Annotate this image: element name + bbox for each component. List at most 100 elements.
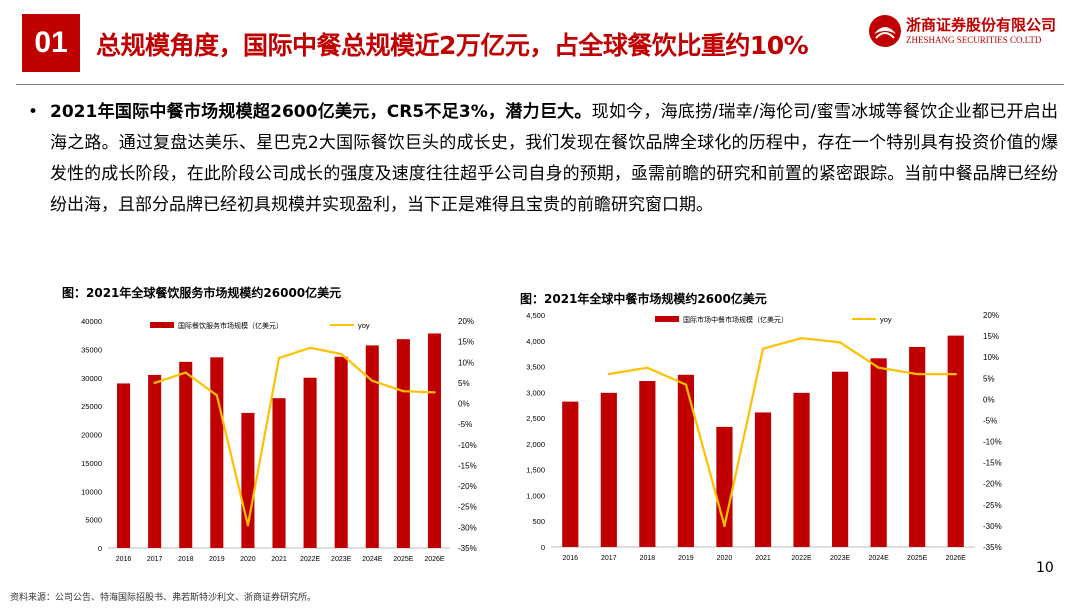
yoy-point-2026E bbox=[433, 391, 436, 394]
summary-text: 现如今，海底捞/瑞幸/海伦司/蜜雪冰城等餐饮企业都已开启出海之路。通过复盘达美乐… bbox=[50, 102, 1058, 215]
x-tick-label: 2017 bbox=[601, 555, 617, 562]
yoy-point-2022E bbox=[308, 346, 312, 350]
y-tick-label: 2,500 bbox=[526, 414, 545, 423]
y-tick-label: 10000 bbox=[81, 487, 102, 496]
y2-tick-label: -5% bbox=[458, 420, 472, 429]
y2-tick-label: 0% bbox=[983, 395, 995, 404]
yoy-point-2024E bbox=[371, 379, 374, 383]
x-tick-label: 2016 bbox=[562, 555, 578, 562]
y2-tick-label: -20% bbox=[983, 480, 1002, 489]
y2-tick-label: 15% bbox=[458, 338, 474, 347]
yoy-point-2017 bbox=[153, 381, 156, 385]
y-tick-label: 40000 bbox=[81, 317, 102, 326]
y-tick-label: 20000 bbox=[81, 431, 102, 440]
y2-tick-label: -25% bbox=[458, 503, 477, 512]
y-tick-label: 0 bbox=[98, 544, 102, 553]
x-tick-label: 2017 bbox=[147, 556, 163, 563]
y-tick-label: 35000 bbox=[81, 345, 102, 354]
legend-bar-label: 国际市场中餐市场规模（亿美元） bbox=[683, 315, 788, 324]
y2-tick-label: 5% bbox=[458, 379, 470, 388]
y2-tick-label: -15% bbox=[983, 459, 1002, 468]
bar-2026E bbox=[947, 335, 964, 547]
yoy-point-2019 bbox=[684, 383, 688, 386]
y-tick-label: 3,500 bbox=[526, 363, 545, 372]
summary-lead: 2021年国际中餐市场规模超2600亿美元，CR5不足3%，潜力巨大。 bbox=[50, 102, 592, 122]
legend-bar-swatch bbox=[150, 322, 174, 328]
bullet-marker: • bbox=[28, 102, 39, 122]
x-tick-label: 2019 bbox=[209, 556, 225, 563]
chart2-title: 图：2021年全球中餐市场规模约2600亿美元 bbox=[520, 292, 767, 306]
yoy-point-2021 bbox=[277, 356, 281, 360]
x-tick-label: 2022E bbox=[300, 556, 321, 563]
yoy-point-2024E bbox=[877, 366, 880, 369]
x-tick-label: 2018 bbox=[178, 556, 194, 563]
bar-2023E bbox=[334, 356, 348, 548]
legend-line-label: yoy bbox=[880, 315, 892, 324]
bar-2018 bbox=[179, 361, 193, 548]
yoy-point-2023E bbox=[339, 352, 343, 356]
bar-2025E bbox=[909, 346, 926, 547]
yoy-line bbox=[608, 337, 956, 528]
y2-tick-label: -20% bbox=[458, 482, 477, 491]
chart1-title: 图：2021年全球餐饮服务市场规模约26000亿美元 bbox=[62, 286, 342, 300]
y-tick-label: 15000 bbox=[81, 459, 102, 468]
yoy-point-2018 bbox=[646, 366, 649, 369]
source-note: 资料来源：公司公告、特海国际招股书、弗若斯特沙利文、浙商证券研究所。 bbox=[10, 593, 317, 603]
y-tick-label: 5000 bbox=[85, 516, 102, 525]
y2-tick-label: -15% bbox=[458, 461, 477, 470]
logo-chinese-name: 浙商证券股份有限公司 bbox=[906, 16, 1057, 34]
y2-tick-label: 20% bbox=[458, 317, 474, 326]
yoy-point-2026E bbox=[954, 372, 957, 376]
legend-bar-swatch bbox=[655, 316, 679, 322]
bar-2020 bbox=[716, 426, 733, 547]
y2-tick-label: -10% bbox=[458, 441, 477, 450]
yoy-point-2021 bbox=[761, 347, 765, 350]
yoy-point-2020 bbox=[723, 524, 726, 528]
x-tick-label: 2019 bbox=[678, 555, 694, 562]
y-tick-label: 4,000 bbox=[526, 337, 545, 346]
bar-2021 bbox=[754, 412, 772, 547]
yoy-point-2020 bbox=[246, 524, 250, 527]
y2-tick-label: 10% bbox=[458, 358, 474, 367]
y2-tick-label: -30% bbox=[983, 522, 1002, 531]
y2-tick-label: -10% bbox=[983, 438, 1002, 447]
page-number: 10 bbox=[1036, 560, 1054, 576]
legend-line-label: yoy bbox=[358, 321, 370, 330]
bar-2021 bbox=[272, 398, 286, 548]
y2-tick-label: 10% bbox=[983, 353, 999, 362]
bar-2024E bbox=[870, 358, 887, 547]
y2-tick-label: -35% bbox=[983, 543, 1002, 552]
y2-tick-label: -25% bbox=[983, 501, 1002, 510]
yoy-point-2019 bbox=[215, 394, 219, 397]
bar-2019 bbox=[677, 374, 695, 547]
header: 01 总规模角度，国际中餐总规模近2万亿元，占全球餐饮比重约10% 浙商证券股份… bbox=[0, 0, 1080, 86]
bar-2022E bbox=[303, 377, 317, 548]
bar-2024E bbox=[365, 345, 379, 548]
x-tick-label: 2023E bbox=[830, 555, 851, 562]
x-tick-label: 2020 bbox=[240, 556, 256, 563]
x-tick-label: 2026E bbox=[946, 555, 967, 562]
yoy-point-2017 bbox=[607, 372, 611, 376]
bar-2017 bbox=[600, 392, 617, 547]
x-tick-label: 2022E bbox=[791, 555, 812, 562]
y2-tick-label: 15% bbox=[983, 332, 999, 341]
yoy-point-2018 bbox=[184, 371, 187, 374]
y2-tick-label: 0% bbox=[458, 400, 470, 409]
x-tick-label: 2023E bbox=[331, 556, 352, 563]
y-tick-label: 30000 bbox=[81, 374, 102, 383]
x-tick-label: 2020 bbox=[717, 555, 733, 562]
y2-tick-label: -5% bbox=[983, 416, 997, 425]
x-tick-label: 2025E bbox=[393, 556, 414, 563]
bar-2016 bbox=[562, 401, 579, 547]
y2-tick-label: -30% bbox=[458, 523, 477, 532]
x-tick-label: 2018 bbox=[640, 555, 656, 562]
yoy-point-2025E bbox=[402, 389, 405, 393]
bar-2022E bbox=[793, 392, 810, 547]
summary-paragraph: • 2021年国际中餐市场规模超2600亿美元，CR5不足3%，潜力巨大。现如今… bbox=[28, 97, 1058, 221]
yoy-line bbox=[154, 346, 435, 527]
y2-tick-label: 20% bbox=[983, 311, 999, 320]
company-logo: 浙商证券股份有限公司 ZHESHANG SECURITIES CO.LTD bbox=[868, 14, 1068, 54]
x-tick-label: 2021 bbox=[271, 556, 287, 563]
x-tick-label: 2016 bbox=[116, 556, 132, 563]
